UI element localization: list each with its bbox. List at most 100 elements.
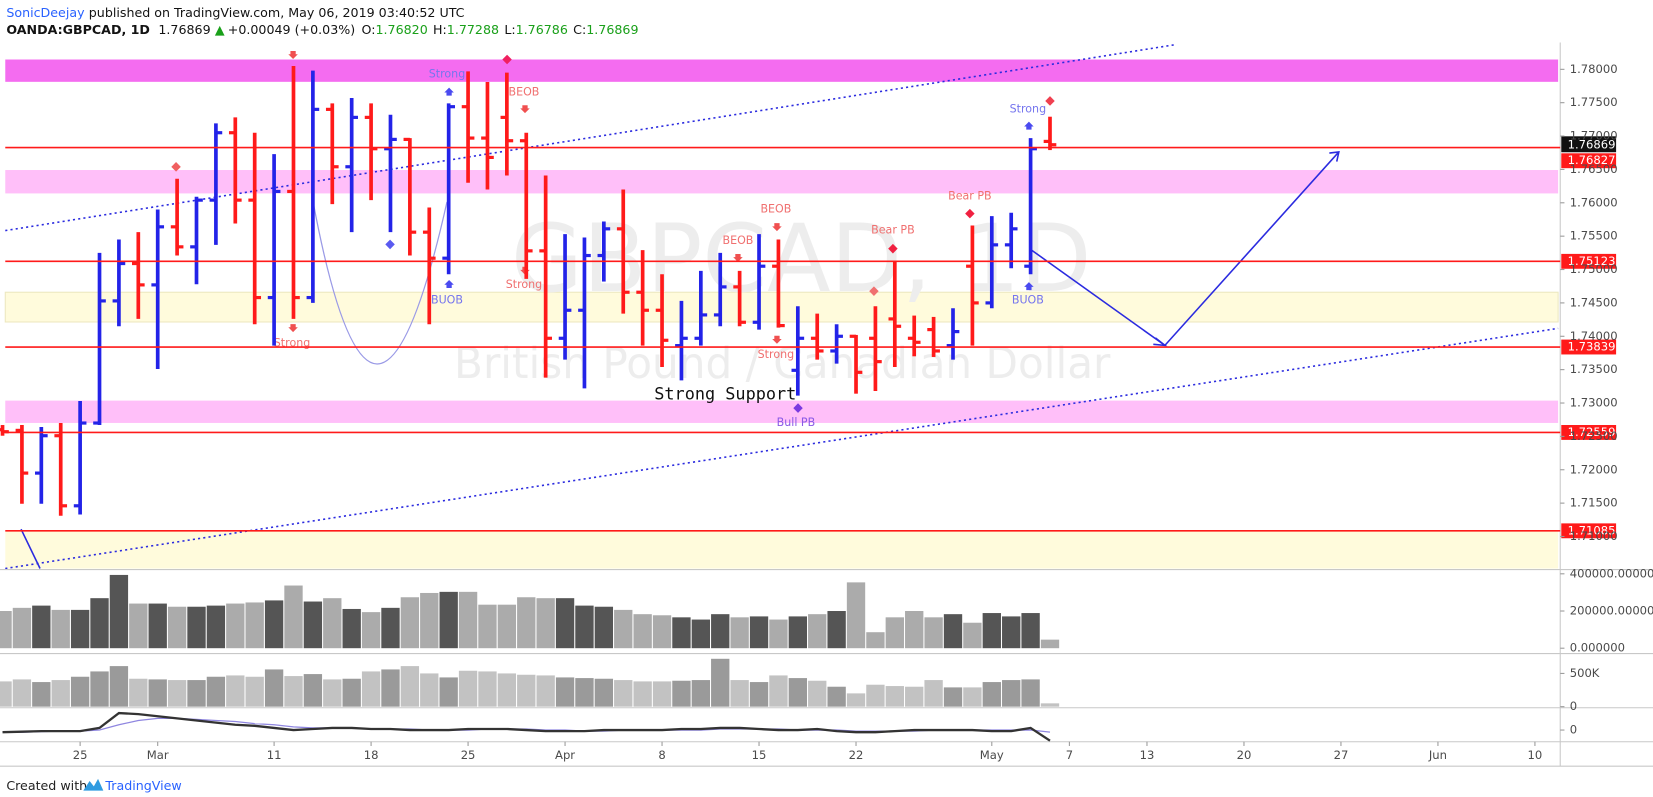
volume-bar: [536, 675, 555, 707]
published: published on TradingView.com, May 06, 20…: [89, 4, 465, 19]
zone: [4, 291, 1559, 323]
volume-bar: [51, 680, 70, 707]
footer-text: Created with: [6, 778, 87, 793]
volume-bar: [652, 681, 672, 707]
y-tick-label: 0: [1570, 723, 1577, 737]
volume-bar: [536, 598, 555, 649]
volume-bar: [0, 681, 12, 707]
volume-bar: [303, 601, 323, 649]
volume-bar: [245, 676, 264, 707]
volume-bar: [478, 671, 497, 707]
x-tick-label: 11: [267, 748, 282, 762]
volume-bar: [943, 687, 963, 707]
annotation: Strong Support: [654, 383, 796, 403]
volume-bar: [749, 616, 769, 649]
volume-bar: [226, 675, 245, 707]
volume-bar: [400, 666, 420, 707]
x-tick-label: 25: [461, 748, 476, 762]
volume-bar: [109, 574, 129, 649]
ohlc-label: L:: [504, 21, 515, 36]
last-price-box: [1561, 136, 1617, 153]
x-tick-label: 25: [73, 748, 88, 762]
volume-bar: [458, 670, 478, 707]
volume-bar: [846, 693, 866, 707]
volume-bar: [769, 619, 788, 649]
level-label-box: [1561, 339, 1617, 355]
y-tick-label: 1.74500: [1570, 295, 1618, 309]
y-tick-label: 1.77500: [1570, 95, 1618, 109]
last: 1.76869: [158, 21, 210, 36]
volume-bar: [730, 680, 749, 707]
volume-bar: [187, 680, 206, 707]
ohlc-value: 1.76786: [516, 21, 568, 36]
logo: [83, 778, 104, 791]
author[interactable]: SonicDeejay: [6, 4, 85, 19]
symbol-line: OANDA:GBPCAD, 1D 1.76869 ▲ +0.00049 (+0.03%…: [6, 21, 638, 36]
y-tick-label: 500K: [1570, 666, 1600, 680]
drawing-line: [20, 528, 41, 569]
y-tick-label: 1.73500: [1570, 362, 1618, 376]
volume-bar: [711, 658, 730, 707]
volume-bar: [885, 617, 904, 649]
volume-bar: [458, 591, 478, 649]
annotation: BEOB: [760, 202, 791, 215]
y-tick-label: 1.72500: [1570, 429, 1618, 443]
volume-bar: [264, 600, 284, 649]
x-tick-label: 13: [1140, 748, 1155, 762]
change-arrow: ▲: [215, 21, 225, 36]
volume-bar: [1040, 703, 1060, 707]
volume-bar: [148, 679, 167, 707]
volume-bar: [633, 614, 652, 649]
level-label: 1.73839: [1568, 339, 1616, 353]
volume-bar: [323, 679, 342, 707]
volume-bar: [982, 682, 1001, 707]
zone: [5, 170, 1559, 194]
volume-bar: [284, 676, 303, 707]
y-tick-label: 1.75000: [1570, 262, 1618, 276]
volume-bar: [905, 686, 924, 707]
annotation: BUOB: [1012, 294, 1044, 307]
x-tick-label: 7: [1066, 748, 1073, 762]
panel-borders: [0, 42, 1653, 767]
volume-bar: [303, 674, 323, 707]
header-line: SonicDeejay published on TradingView.com,…: [6, 4, 464, 19]
volume-bar: [827, 611, 846, 649]
volume-bar: [788, 616, 807, 649]
zone: [5, 59, 1559, 82]
volume-bar: [963, 622, 982, 649]
volume-bar: [361, 671, 381, 707]
symbol: OANDA:GBPCAD, 1D: [6, 21, 150, 36]
volume-bar: [51, 609, 70, 649]
volume-bar: [672, 680, 691, 707]
volume-bar: [963, 687, 982, 707]
volume-bar: [982, 613, 1001, 649]
x-tick-label: 27: [1334, 748, 1349, 762]
volume-bar: [614, 609, 633, 649]
level-label: 1.71085: [1568, 523, 1616, 537]
annotation: Strong: [1010, 102, 1046, 115]
x-tick-label: Mar: [147, 748, 169, 762]
volume-bar: [594, 678, 614, 707]
volume-bar: [633, 681, 652, 707]
footer-brand[interactable]: TradingView: [104, 778, 181, 793]
volume-bar: [284, 585, 303, 649]
volume-bar: [943, 614, 963, 649]
volume-bar: [342, 608, 361, 649]
volume-bar: [808, 614, 827, 649]
volume-bar: [652, 615, 672, 649]
volume-bar: [1021, 679, 1040, 707]
volume-bar: [323, 598, 342, 649]
y-tick-label: 1.75500: [1570, 229, 1618, 243]
volume-bar: [90, 598, 109, 649]
volume-bar: [361, 612, 381, 649]
volume-bar: [381, 607, 400, 649]
curve: [312, 201, 448, 365]
level-label: 1.76827: [1568, 153, 1616, 167]
annotation: Bear PB: [948, 190, 992, 203]
volume-bar: [342, 678, 361, 707]
volume-bar: [517, 597, 536, 649]
zone: [5, 531, 1559, 569]
volume-bar: [420, 673, 439, 707]
